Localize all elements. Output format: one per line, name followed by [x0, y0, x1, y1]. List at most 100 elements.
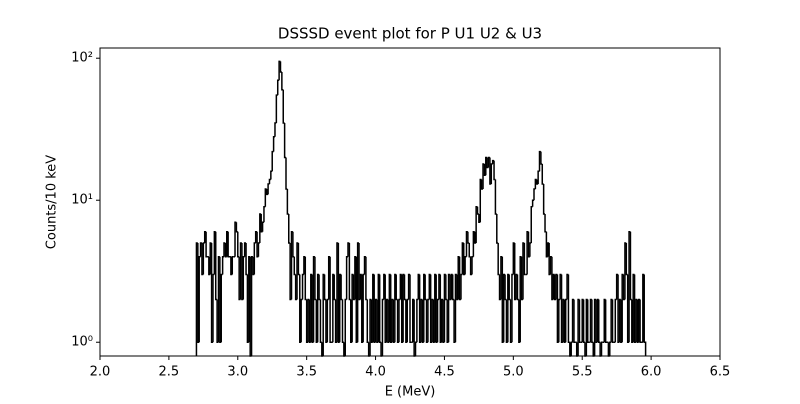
histogram-bin — [586, 299, 590, 343]
histogram-bin — [338, 273, 342, 343]
histogram-bin — [399, 273, 402, 300]
histogram-bin — [271, 150, 274, 172]
histogram-bin — [508, 274, 511, 301]
histogram-bin — [456, 274, 459, 301]
histogram-bin — [301, 273, 304, 300]
histogram-bin — [274, 122, 277, 137]
histogram-bin — [275, 94, 278, 123]
histogram-bin — [566, 273, 569, 300]
histogram-bin — [639, 299, 642, 343]
histogram-bin — [632, 273, 635, 343]
x-tick-label: 4.5 — [434, 365, 455, 380]
histogram-bin — [621, 273, 624, 343]
histogram-bin — [319, 299, 322, 343]
histogram-bin — [516, 274, 519, 301]
histogram-bin — [272, 135, 275, 152]
x-tick-label: 5.0 — [503, 365, 524, 380]
histogram-bin — [529, 242, 532, 257]
histogram-bin — [289, 242, 292, 301]
histogram-bin — [622, 274, 625, 301]
histogram-bin — [341, 299, 344, 343]
histogram-bin — [363, 255, 366, 275]
histogram-bin — [276, 79, 280, 96]
histogram-bin — [283, 122, 286, 159]
histogram-bin — [209, 242, 212, 275]
histogram-bin — [220, 273, 223, 343]
chart-title: DSSSD event plot for P U1 U2 & U3 — [278, 25, 542, 43]
histogram-bin — [329, 256, 332, 343]
histogram-bin — [552, 273, 555, 300]
histogram-bin — [471, 255, 474, 275]
x-tick-label: 6.0 — [641, 365, 662, 380]
histogram-bin — [344, 298, 347, 356]
histogram-bin — [520, 256, 523, 301]
x-tick-label: 2.5 — [159, 365, 180, 380]
histogram-bin — [294, 274, 298, 301]
histogram-bin — [547, 242, 550, 257]
histogram-bin — [449, 274, 452, 301]
histogram-bin — [611, 299, 614, 343]
histogram-bin — [541, 163, 544, 185]
x-axis-label: E (MeV) — [385, 385, 436, 400]
histogram-bin — [480, 179, 484, 190]
histogram-bin — [476, 206, 479, 215]
histogram-bin — [366, 299, 369, 343]
histogram-bin — [198, 255, 201, 343]
histogram-bin — [235, 222, 238, 233]
histogram-bin — [519, 255, 522, 343]
histogram-bin — [512, 242, 515, 275]
histogram-bin — [504, 274, 507, 301]
histogram-bin — [487, 156, 490, 168]
histogram-bin — [598, 299, 601, 343]
histogram-bin — [362, 273, 365, 343]
histogram-bin — [205, 231, 208, 258]
x-tick-label: 3.0 — [227, 365, 248, 380]
histogram-bin — [423, 273, 426, 343]
y-tick-label: 10² — [71, 51, 93, 66]
histogram-bin — [409, 274, 412, 343]
histogram-bin — [564, 298, 568, 343]
histogram-bin — [642, 273, 645, 343]
histogram-bin — [257, 242, 260, 257]
histogram-bin — [340, 274, 343, 301]
y-tick-label: 10⁰ — [71, 335, 93, 350]
histogram-bin — [614, 298, 617, 343]
histogram-bin — [486, 157, 489, 169]
histogram-bin — [293, 256, 296, 276]
histogram-bin — [398, 298, 401, 343]
histogram-bin — [314, 256, 317, 301]
histogram-bin — [573, 299, 576, 343]
histogram-bin — [381, 298, 384, 356]
histogram-bin — [318, 274, 321, 301]
histogram-bin — [378, 274, 382, 343]
histogram-bin — [615, 273, 619, 300]
histogram-bin — [417, 273, 420, 300]
histogram-bin — [434, 273, 437, 343]
histogram-bin — [496, 213, 499, 244]
histogram-bin — [332, 273, 335, 343]
histogram-bin — [493, 160, 496, 181]
histogram-bin — [427, 298, 430, 343]
histogram-bin — [316, 273, 320, 343]
histogram-bin — [570, 341, 573, 356]
histogram-bin — [347, 242, 350, 257]
histogram-bin — [537, 170, 540, 185]
histogram-bin — [402, 273, 405, 343]
histogram-bin — [558, 298, 561, 343]
histogram-bin — [238, 256, 241, 301]
histogram-bin — [261, 221, 264, 232]
histogram-bin — [549, 255, 552, 275]
histogram-bin — [394, 273, 397, 343]
histogram-bin — [267, 183, 270, 195]
histogram-bin — [327, 255, 331, 300]
histogram-bin — [464, 255, 467, 275]
histogram-bin — [345, 255, 348, 300]
histogram-bin — [468, 242, 471, 258]
x-tick-label: 3.5 — [296, 365, 317, 380]
y-axis-label: Counts/10 keV — [45, 155, 60, 249]
histogram-bin — [282, 89, 285, 124]
histogram-bin — [253, 242, 256, 275]
plot-frame — [99, 47, 721, 357]
histogram-bin — [406, 298, 409, 343]
histogram-bin — [485, 156, 488, 176]
